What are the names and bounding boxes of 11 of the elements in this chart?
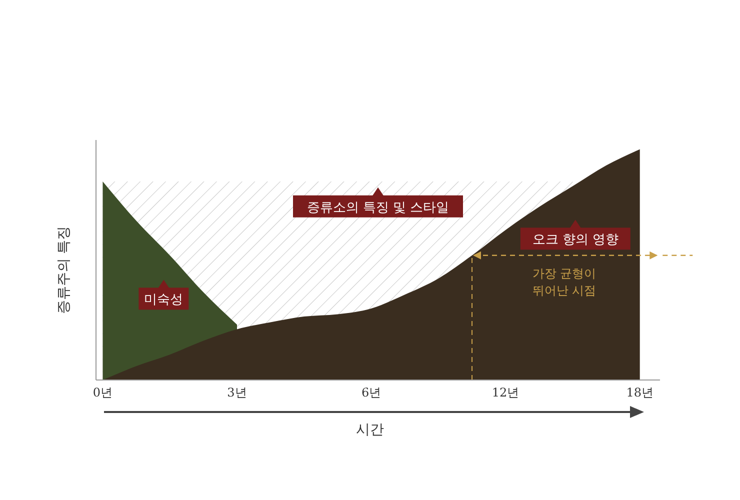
series-label: 증류소의 특징 및 스타일 <box>306 200 450 216</box>
series-label: 미숙성 <box>144 292 184 308</box>
x-tick-label: 0년 <box>92 386 113 400</box>
ref-line-label: 가장 균형이 뛰어난 시점 <box>532 266 596 298</box>
x-tick-label: 3년 <box>227 386 247 400</box>
x-tick-label: 6년 <box>361 386 382 400</box>
x-tick-label: 18년 <box>626 386 654 400</box>
x-axis-title: 시간 <box>355 421 385 439</box>
y-axis-title: 증류주의 특징 <box>55 226 73 314</box>
x-tick-label: 12년 <box>492 386 520 400</box>
series-label: 오크 향의 영향 <box>532 232 619 248</box>
